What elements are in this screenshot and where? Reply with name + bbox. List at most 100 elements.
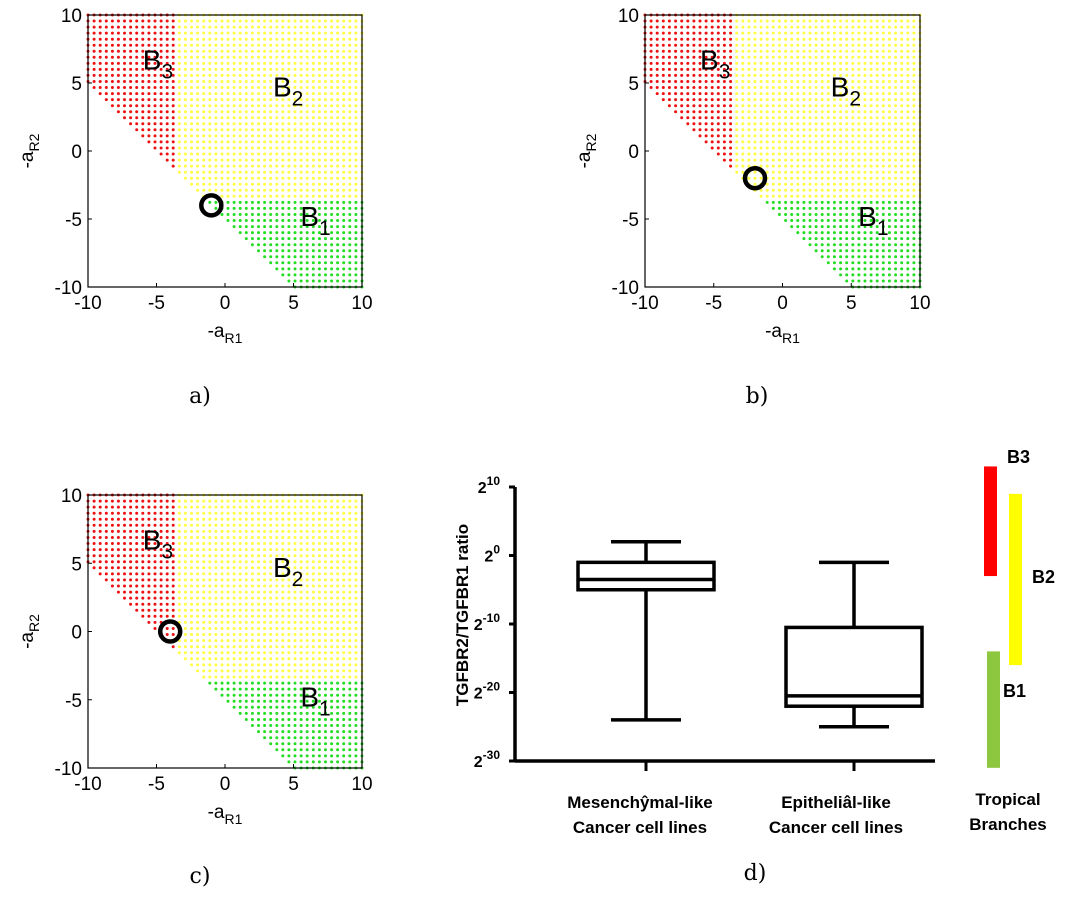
region-dot — [348, 140, 352, 144]
region-dot — [324, 523, 327, 527]
region-dot — [324, 724, 327, 727]
region-dot — [808, 194, 812, 198]
region-dot — [342, 43, 346, 47]
region-dot — [894, 255, 898, 259]
region-dot — [649, 25, 653, 29]
region-dot — [796, 213, 800, 216]
region-dot — [784, 200, 788, 204]
region-dot — [269, 25, 273, 29]
region-dot — [759, 49, 763, 53]
region-dot — [354, 249, 358, 253]
region-dot — [196, 505, 200, 509]
region-dot — [159, 608, 163, 612]
region-dot — [220, 536, 224, 539]
region-dot — [771, 104, 775, 108]
region-dot — [661, 37, 665, 41]
region-dot — [894, 194, 898, 198]
region-dot — [257, 645, 260, 649]
region-dot — [765, 170, 769, 174]
region-dot — [281, 645, 285, 649]
region-dot — [299, 620, 303, 624]
region-dot — [771, 80, 775, 83]
region-dot — [722, 86, 726, 89]
region-dot — [305, 505, 309, 509]
region-dot — [336, 536, 340, 539]
region-dot — [263, 554, 267, 558]
region-dot — [311, 110, 315, 114]
panel-b-x-axis-label: -aR1 — [765, 321, 800, 346]
region-dot — [171, 511, 175, 515]
region-dot — [311, 651, 315, 655]
region-dot — [649, 19, 653, 23]
region-dot — [116, 578, 120, 582]
region-dot — [171, 134, 175, 138]
region-dot — [287, 760, 291, 764]
region-dot — [281, 681, 285, 685]
region-dot — [330, 602, 334, 606]
region-dot — [214, 639, 218, 643]
region-dot — [777, 25, 781, 29]
region-dot — [324, 213, 327, 216]
region-dot — [269, 92, 273, 96]
region-dot — [698, 37, 702, 41]
region-dot — [129, 37, 133, 41]
region-dot — [244, 200, 248, 204]
region-dot — [814, 86, 818, 89]
region-dot — [317, 760, 321, 764]
region-dot — [354, 31, 358, 35]
region-dot — [330, 596, 334, 600]
region-dot — [330, 249, 334, 253]
region-dot — [722, 116, 726, 120]
region-dot — [141, 92, 145, 96]
region-dot — [698, 19, 702, 23]
region-dot — [299, 754, 303, 758]
region-dot — [777, 206, 781, 210]
region-dot — [729, 25, 733, 29]
region-dot — [796, 170, 800, 174]
region-dot — [790, 128, 794, 132]
region-dot — [900, 279, 904, 283]
region-dot — [802, 98, 806, 102]
region-dot — [250, 98, 254, 102]
region-dot — [183, 80, 187, 83]
region-dot — [832, 86, 836, 89]
region-dot — [116, 572, 120, 576]
region-dot — [287, 152, 291, 156]
region-dot — [722, 37, 726, 41]
region-dot — [257, 693, 260, 697]
region-dot — [729, 73, 733, 77]
region-dot — [342, 273, 346, 277]
region-dot — [784, 194, 788, 198]
region-dot — [202, 499, 206, 503]
region-dot — [348, 152, 352, 156]
tropical-bar-b1 — [987, 651, 1000, 768]
region-dot — [147, 548, 151, 552]
region-dot — [354, 693, 358, 697]
region-dot — [257, 122, 260, 126]
region-dot — [704, 31, 708, 35]
region-dot — [336, 182, 340, 186]
region-dot — [790, 164, 794, 168]
region-dot — [275, 237, 279, 241]
region-dot — [722, 104, 726, 108]
region-dot — [354, 273, 358, 277]
region-dot — [275, 92, 279, 96]
region-dot — [348, 536, 352, 539]
region-dot — [293, 80, 297, 83]
region-dot — [165, 499, 169, 503]
region-dot — [881, 31, 885, 35]
region-dot — [171, 566, 175, 570]
region-dot — [661, 67, 665, 71]
region-dot — [293, 681, 297, 685]
region-dot — [202, 170, 206, 174]
region-dot — [857, 213, 861, 216]
region-dot — [692, 122, 696, 126]
region-dot — [342, 663, 346, 667]
region-dot — [348, 760, 352, 764]
region-dot — [336, 158, 340, 162]
region-dot — [293, 699, 297, 703]
region-dot — [317, 754, 321, 758]
region-dot — [330, 499, 334, 503]
region-dot — [881, 200, 885, 204]
